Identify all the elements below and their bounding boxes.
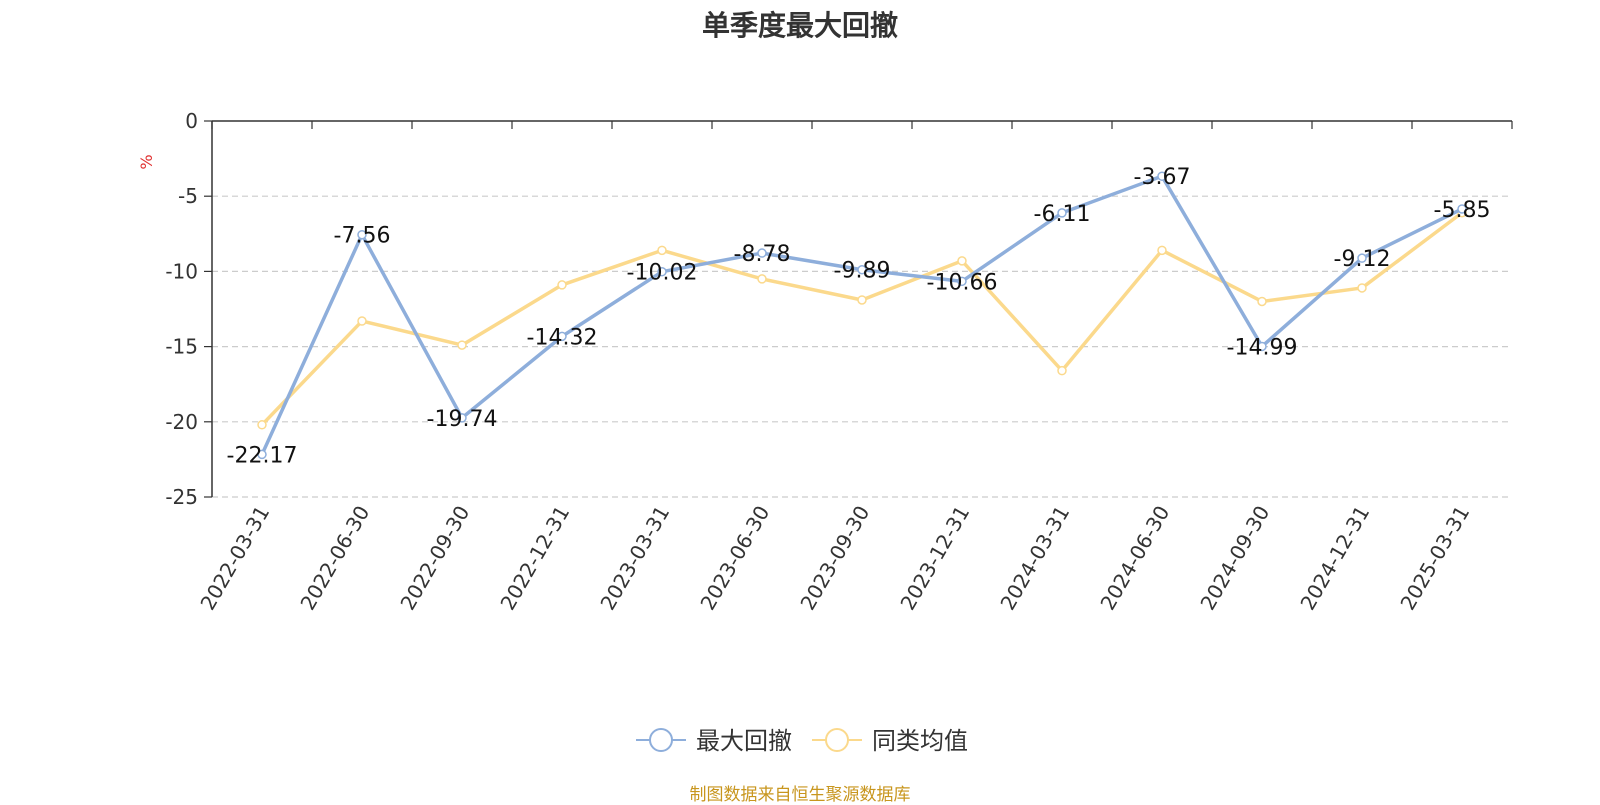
x-tick-label: 2022-12-31 xyxy=(495,502,574,615)
series-line-2 xyxy=(260,211,1464,427)
source-note: 制图数据来自恒生聚源数据库 xyxy=(689,785,911,805)
y-tick-label: -10 xyxy=(165,259,198,283)
legend: 最大回撤 同类均值 xyxy=(636,727,968,755)
x-tick-label: 2022-06-30 xyxy=(295,502,374,615)
data-point xyxy=(957,276,967,287)
legend-swatch-marker xyxy=(649,728,673,752)
y-axis-unit-label: % xyxy=(137,154,156,169)
chart-title: 单季度最大回撤 xyxy=(701,9,898,42)
x-tick-label: 2024-09-30 xyxy=(1195,502,1274,615)
data-label: -10.02 xyxy=(627,261,698,286)
data-point xyxy=(1257,296,1267,307)
data-point xyxy=(457,413,467,423)
x-tick-label: 2022-03-31 xyxy=(195,502,274,615)
x-tick-label: 2024-12-31 xyxy=(1295,502,1374,615)
data-point xyxy=(557,331,567,342)
y-tick-label: -20 xyxy=(165,410,198,434)
data-label: -19.74 xyxy=(427,407,498,432)
data-point xyxy=(557,280,567,290)
data-label: -7.56 xyxy=(334,224,391,249)
data-point xyxy=(857,295,867,305)
data-point xyxy=(1057,208,1067,218)
y-tick-label: -15 xyxy=(165,335,198,359)
data-point xyxy=(857,264,867,275)
data-label: -6.11 xyxy=(1034,202,1091,227)
x-tick-label: 2025-03-31 xyxy=(1395,502,1474,615)
data-point xyxy=(957,256,967,266)
y-tick-label: -5 xyxy=(178,184,198,208)
x-tick-label: 2023-12-31 xyxy=(895,502,974,615)
data-point xyxy=(1257,341,1267,352)
series-lines: -22.17 -7.56 -19.74 -14.32 -10.02 -8.78 -9.89 -… xyxy=(227,165,1491,468)
x-tick-label: 2023-03-31 xyxy=(595,502,674,615)
data-point xyxy=(1457,204,1467,214)
legend-item-label: 最大回撤 xyxy=(696,727,792,755)
data-point xyxy=(1357,253,1367,263)
data-point xyxy=(1157,245,1167,256)
data-point xyxy=(657,245,667,256)
legend-item-label: 同类均值 xyxy=(872,727,968,755)
x-tick-label: 2022-09-30 xyxy=(395,502,474,615)
x-tick-label: 2023-06-30 xyxy=(695,502,774,615)
data-point xyxy=(757,274,767,284)
data-label: -9.89 xyxy=(834,259,891,284)
data-point xyxy=(657,266,667,277)
data-point xyxy=(1057,365,1067,376)
data-point xyxy=(357,316,367,326)
x-tick-label: 2024-06-30 xyxy=(1095,502,1174,615)
grid-lines xyxy=(212,195,1512,498)
y-tick-label: 0 xyxy=(185,109,198,133)
data-label: -5.85 xyxy=(1434,198,1491,223)
legend-swatch-marker xyxy=(825,728,849,752)
data-label: -3.67 xyxy=(1134,165,1191,190)
data-point xyxy=(1157,171,1167,181)
data-point xyxy=(1357,283,1367,293)
data-point xyxy=(257,449,267,460)
y-tick-label: -25 xyxy=(165,485,198,509)
data-label: -22.17 xyxy=(227,443,298,468)
data-point xyxy=(257,420,267,430)
data-label: -14.32 xyxy=(527,325,598,350)
data-label: -9.12 xyxy=(1334,247,1391,272)
data-point xyxy=(757,248,767,258)
data-label: -14.99 xyxy=(1227,335,1298,360)
data-point xyxy=(457,340,467,350)
x-tick-label: 2023-09-30 xyxy=(795,502,874,615)
x-tick-label: 2024-03-31 xyxy=(995,502,1074,615)
data-label: -8.78 xyxy=(734,242,791,267)
data-label: -10.66 xyxy=(927,270,998,295)
data-point xyxy=(357,229,367,240)
